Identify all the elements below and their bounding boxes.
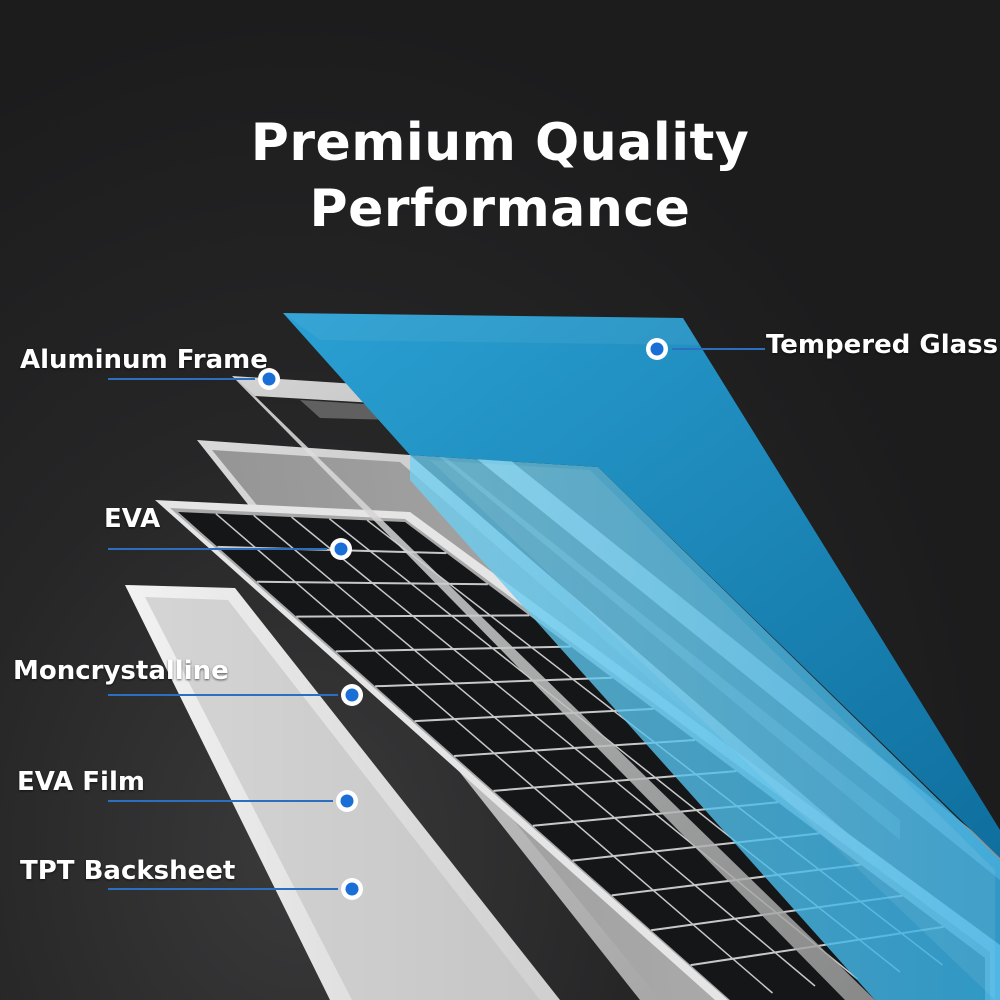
- tempered-glass-layer: [283, 313, 1000, 858]
- aluminum-frame-layer: [232, 376, 1000, 1000]
- callout-dot-eva: [334, 542, 348, 556]
- tempered-glass-light-layer: [410, 455, 1000, 1000]
- callout-dot-eva-film: [340, 794, 354, 808]
- title-line-2: Performance: [309, 179, 691, 239]
- callout-dot-tpt-backsheet: [345, 882, 359, 896]
- callout-dot-tempered-glass: [650, 342, 664, 356]
- label-eva-film: EVA Film: [17, 767, 145, 797]
- label-tpt-backsheet: TPT Backsheet: [20, 856, 236, 886]
- callout-dot-monocrystalline: [345, 688, 359, 702]
- label-tempered-glass: Tempered Glass: [766, 330, 999, 360]
- label-aluminum-frame: Aluminum Frame: [20, 345, 268, 375]
- cell-column-divider: [253, 514, 816, 987]
- callouts: [108, 338, 765, 900]
- page-title: Premium Quality Performance: [0, 110, 1000, 242]
- callout-dot-aluminum-frame: [262, 372, 276, 386]
- label-eva: EVA: [104, 504, 161, 534]
- cell-column-divider: [215, 513, 773, 994]
- title-line-1: Premium Quality: [250, 113, 750, 173]
- label-monocrystalline: Moncrystalline: [13, 656, 229, 686]
